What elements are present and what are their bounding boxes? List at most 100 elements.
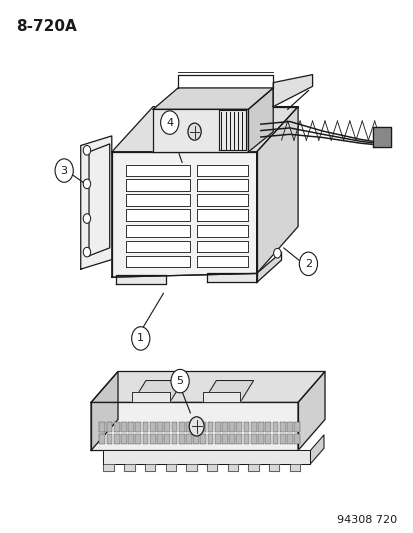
Bar [214,422,220,432]
Bar [114,422,119,432]
Bar [265,422,271,432]
Polygon shape [289,464,299,471]
Bar [272,422,278,432]
Bar [157,422,162,432]
Bar [257,422,263,432]
Polygon shape [126,179,190,191]
Text: 94308 720: 94308 720 [337,515,396,525]
Polygon shape [89,144,109,256]
Bar [157,434,162,444]
Polygon shape [126,241,190,252]
Polygon shape [256,252,281,282]
Bar [279,422,285,432]
Bar [99,422,105,432]
Text: 3: 3 [61,166,67,175]
Bar [294,422,299,432]
Text: 5: 5 [176,376,183,386]
Bar [178,434,184,444]
Polygon shape [112,152,256,277]
Bar [121,422,126,432]
Bar [250,422,256,432]
Polygon shape [153,88,273,109]
Polygon shape [132,392,169,402]
Polygon shape [248,464,258,471]
Polygon shape [273,75,312,107]
Bar [121,434,126,444]
Circle shape [171,369,189,393]
Text: 8-720A: 8-720A [17,19,77,34]
Bar [185,434,191,444]
Bar [193,434,199,444]
Bar [178,422,184,432]
Polygon shape [103,450,310,464]
Polygon shape [206,273,256,282]
Circle shape [83,214,90,223]
Bar [250,434,256,444]
Polygon shape [196,241,248,252]
Bar [128,434,134,444]
Bar [106,422,112,432]
Bar [200,422,206,432]
Bar [207,434,213,444]
Text: 1: 1 [137,334,144,343]
Bar [142,434,148,444]
Circle shape [273,248,280,258]
Polygon shape [256,107,297,273]
Circle shape [160,111,178,134]
Polygon shape [372,127,390,147]
Polygon shape [81,136,112,269]
Bar [114,434,119,444]
Bar [229,422,235,432]
Polygon shape [310,435,323,464]
Bar [214,434,220,444]
Polygon shape [153,109,248,152]
Polygon shape [145,464,155,471]
Polygon shape [227,464,237,471]
Bar [150,422,155,432]
Polygon shape [91,372,118,450]
Polygon shape [126,209,190,221]
Polygon shape [196,225,248,237]
Polygon shape [268,464,279,471]
Polygon shape [126,165,190,176]
Circle shape [55,159,73,182]
Polygon shape [91,372,324,402]
Bar [265,434,271,444]
Bar [150,434,155,444]
Bar [221,434,227,444]
Polygon shape [124,464,134,471]
Bar [164,422,170,432]
Text: 2: 2 [304,259,311,269]
Polygon shape [202,381,253,402]
Circle shape [299,252,317,276]
Polygon shape [196,194,248,206]
Bar [272,434,278,444]
Bar [99,434,105,444]
Circle shape [83,179,90,189]
Polygon shape [196,179,248,191]
Bar [229,434,235,444]
Polygon shape [297,372,324,450]
Bar [243,434,249,444]
Bar [171,434,177,444]
Bar [236,422,242,432]
Bar [193,422,199,432]
Bar [200,434,206,444]
Polygon shape [132,381,183,402]
Bar [221,422,227,432]
Circle shape [131,327,150,350]
Circle shape [83,146,90,155]
Bar [135,434,141,444]
Bar [106,434,112,444]
Text: 4: 4 [166,118,173,127]
Polygon shape [206,464,217,471]
Polygon shape [116,275,165,284]
Polygon shape [165,464,176,471]
Bar [294,434,299,444]
Polygon shape [196,209,248,221]
Polygon shape [248,88,273,152]
Bar [257,434,263,444]
Bar [279,434,285,444]
Polygon shape [126,194,190,206]
Polygon shape [126,256,190,267]
